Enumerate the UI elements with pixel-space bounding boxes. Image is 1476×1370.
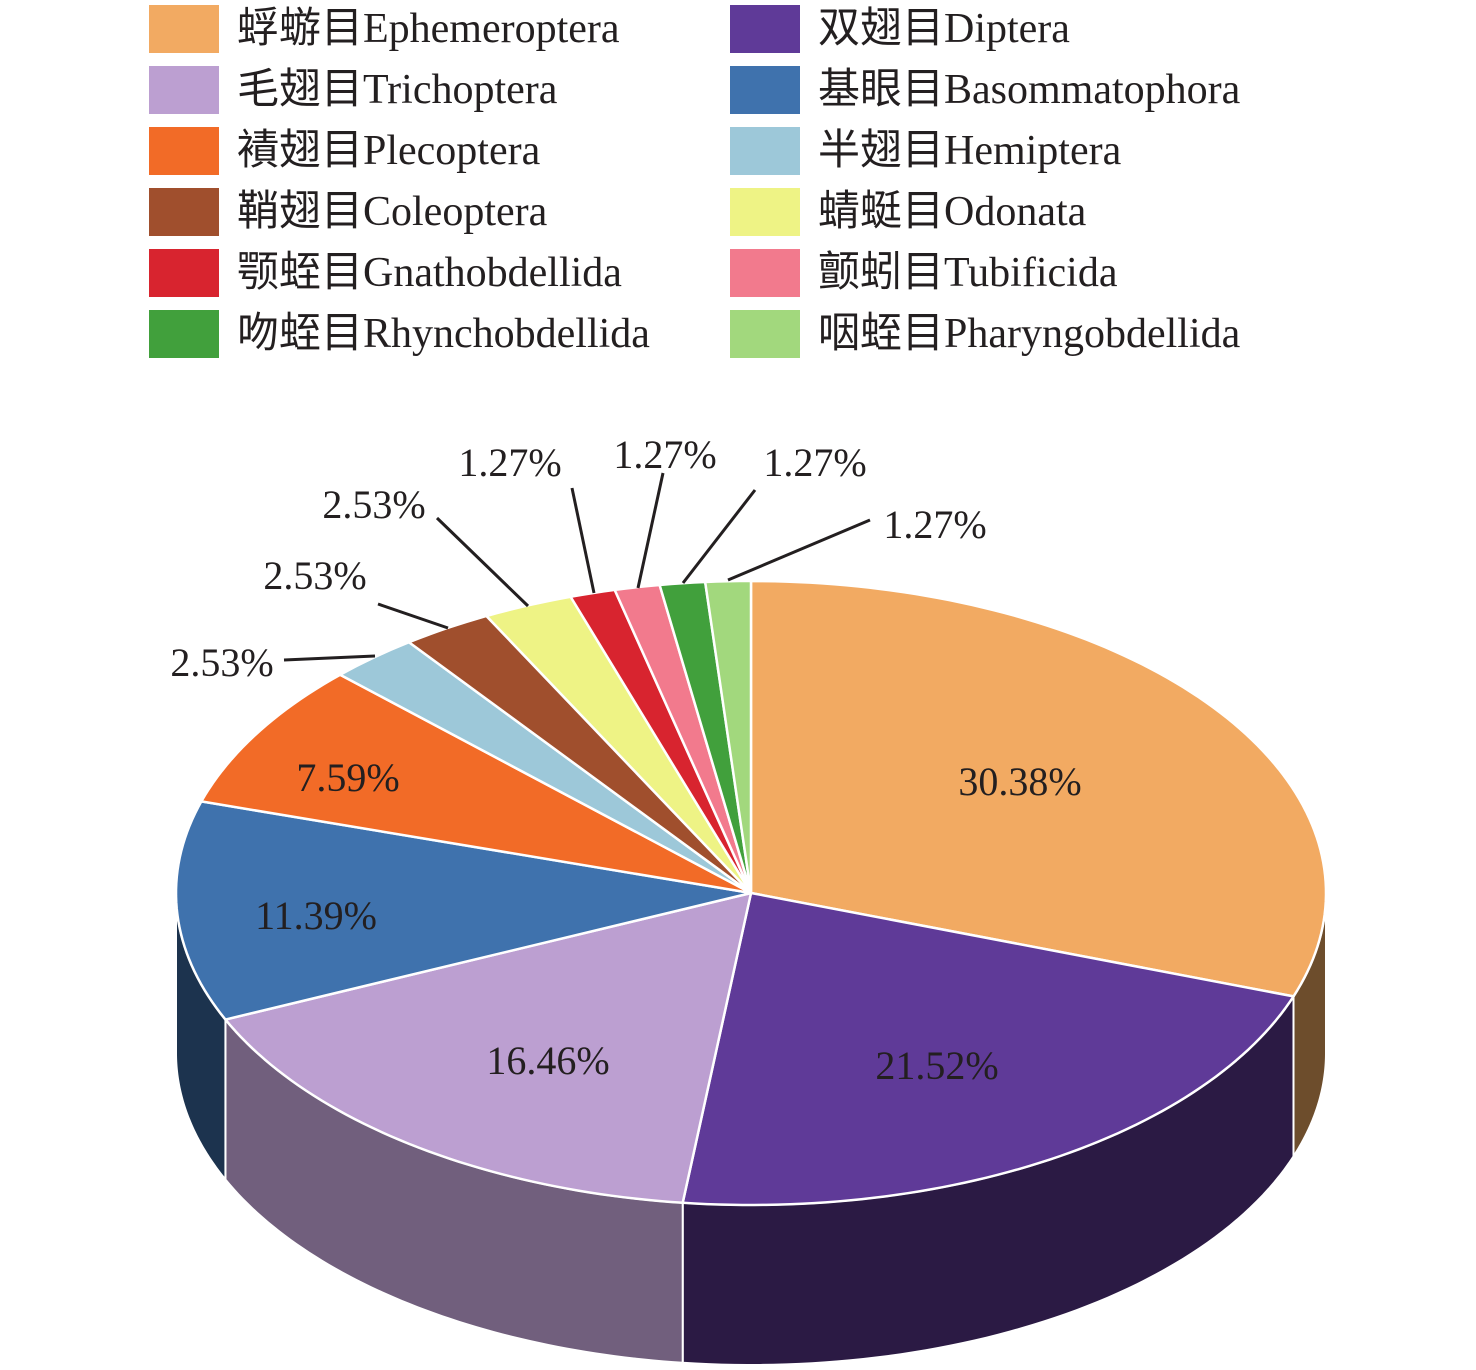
legend-label: 吻蛭目Rhynchobdellida	[237, 311, 650, 357]
legend-label: 襀翅目Plecoptera	[237, 128, 541, 174]
legend-swatch	[730, 249, 800, 297]
legend-item-diptera: 双翅目Diptera	[730, 4, 1070, 54]
slice-diptera	[681, 891, 1295, 1207]
legend-item-coleoptera: 鞘翅目Coleoptera	[149, 187, 547, 237]
data-label-gnathobdellida: 1.27%	[458, 440, 561, 485]
legend-label: 蜉蝣目Ephemeroptera	[237, 6, 620, 52]
slice-ephemeroptera	[749, 579, 1328, 998]
legend-label: 颚蛭目Gnathobdellida	[237, 250, 622, 296]
legend-item-odonata: 蜻蜓目Odonata	[730, 187, 1086, 237]
leader-line	[435, 516, 530, 608]
legend-label: 蜻蜓目Odonata	[818, 189, 1087, 235]
leader-line	[681, 489, 757, 584]
leader-line	[283, 654, 376, 662]
legend-item-hemiptera: 半翅目Hemiptera	[730, 126, 1121, 176]
legend-swatch	[149, 5, 219, 53]
legend-swatch	[149, 188, 219, 236]
legend-label: 基眼目Basommatophora	[818, 67, 1241, 113]
legend-label: 双翅目Diptera	[818, 6, 1070, 52]
data-label-trichoptera: 16.46%	[486, 1038, 609, 1083]
leader-line	[570, 487, 596, 594]
data-label-tubificida: 1.27%	[613, 432, 716, 477]
slice-hemiptera	[338, 640, 753, 895]
data-label-rhynchobdellida: 1.27%	[763, 440, 866, 485]
data-label-plecoptera: 7.59%	[296, 755, 399, 800]
data-label-diptera: 21.52%	[875, 1043, 998, 1088]
slice-trichoptera	[224, 891, 753, 1205]
leader-line	[636, 472, 665, 589]
legend-label: 颤蚓目Tubificida	[818, 250, 1118, 296]
legend-item-tubificida: 颤蚓目Tubificida	[730, 248, 1117, 298]
legend-item-trichoptera: 毛翅目Trichoptera	[149, 65, 557, 115]
leader-line	[727, 518, 871, 582]
data-label-hemiptera: 2.53%	[170, 640, 273, 685]
data-label-basommatophora: 11.39%	[255, 893, 377, 938]
legend-item-gnathobdellida: 颚蛭目Gnathobdellida	[149, 248, 622, 298]
slice-basommatophora	[174, 800, 753, 1021]
data-label-odonata: 2.53%	[322, 482, 425, 527]
legend-swatch	[149, 310, 219, 358]
leader-line	[377, 602, 449, 630]
data-label-pharyngobdellida: 1.27%	[883, 502, 986, 547]
legend-swatch	[730, 188, 800, 236]
slice-plecoptera	[200, 673, 753, 895]
legend-swatch	[730, 127, 800, 175]
data-label-ephemeroptera: 30.38%	[958, 759, 1081, 804]
legend-swatch	[730, 66, 800, 114]
legend-swatch	[149, 66, 219, 114]
legend-item-rhynchobdellida: 吻蛭目Rhynchobdellida	[149, 309, 650, 359]
data-label-coleoptera: 2.53%	[263, 553, 366, 598]
slice-pharyngobdellida	[703, 579, 753, 895]
legend-swatch	[730, 5, 800, 53]
legend-label: 鞘翅目Coleoptera	[237, 189, 548, 235]
legend-swatch	[149, 127, 219, 175]
legend-item-basommatophora: 基眼目Basommatophora	[730, 65, 1240, 115]
legend-label: 半翅目Hemiptera	[818, 128, 1122, 174]
legend-label: 毛翅目Trichoptera	[237, 67, 558, 113]
legend-label: 咽蛭目Pharyngobdellida	[818, 311, 1241, 357]
legend-item-pharyngobdellida: 咽蛭目Pharyngobdellida	[730, 309, 1240, 359]
legend-item-plecoptera: 襀翅目Plecoptera	[149, 126, 540, 176]
legend-swatch	[149, 249, 219, 297]
legend-swatch	[730, 310, 800, 358]
legend-item-ephemeroptera: 蜉蝣目Ephemeroptera	[149, 4, 620, 54]
